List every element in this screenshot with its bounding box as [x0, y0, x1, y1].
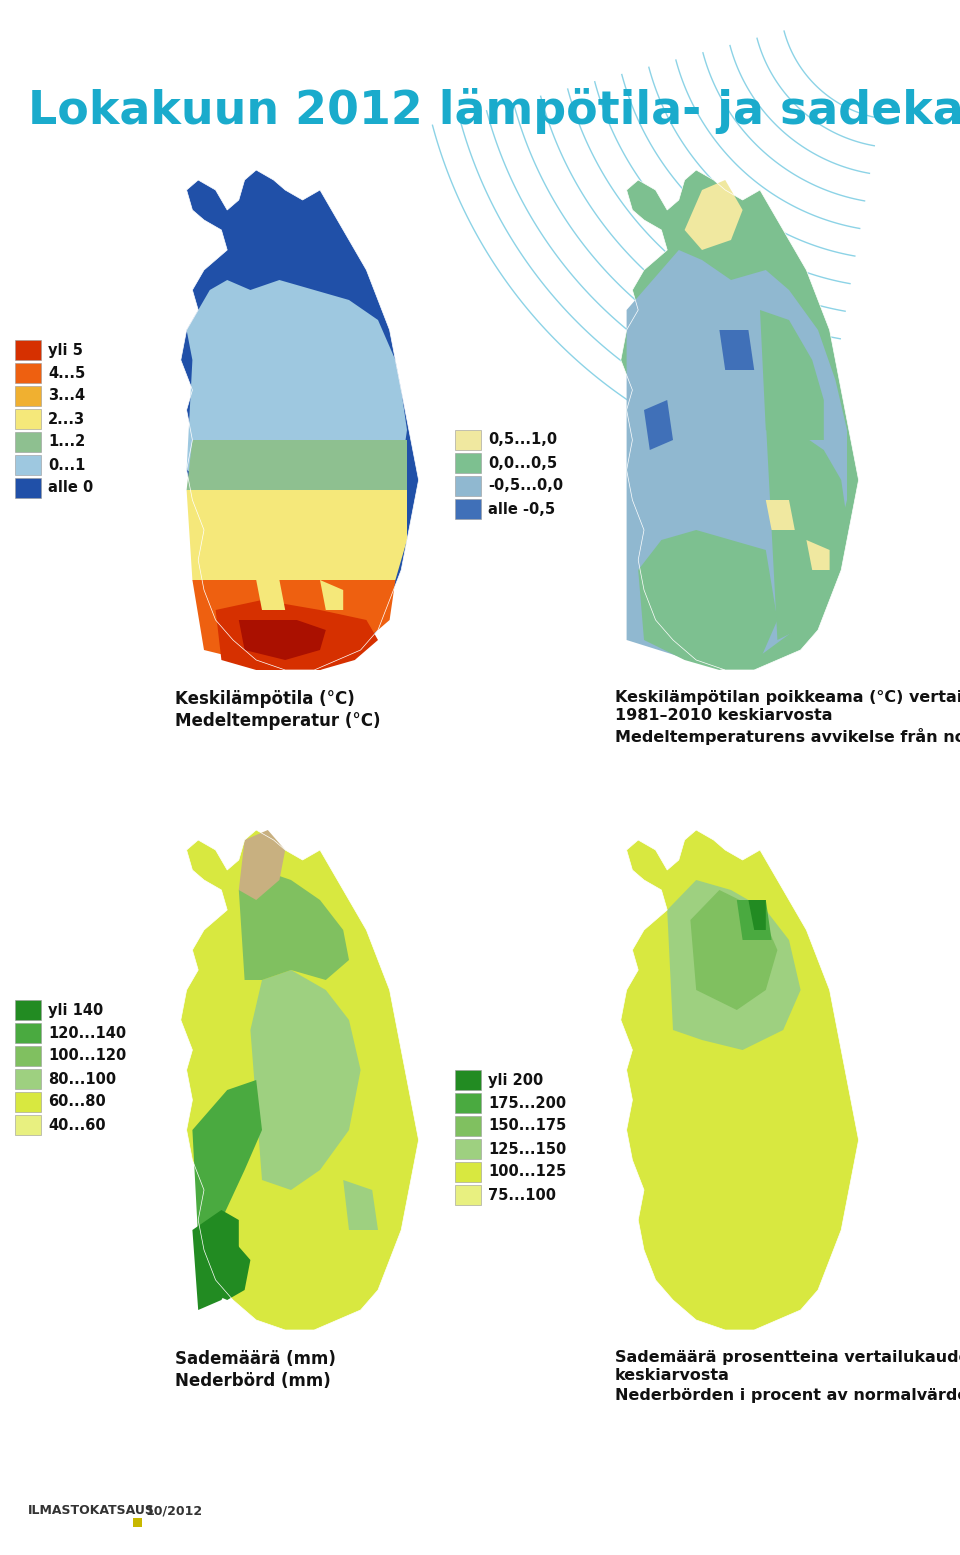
Text: 150...175: 150...175 — [488, 1118, 566, 1134]
Text: 100...125: 100...125 — [488, 1165, 566, 1180]
Polygon shape — [239, 869, 349, 980]
Polygon shape — [320, 580, 344, 610]
Text: 80...100: 80...100 — [48, 1071, 116, 1087]
Polygon shape — [627, 250, 847, 659]
Text: 175...200: 175...200 — [488, 1096, 566, 1110]
Polygon shape — [180, 169, 419, 670]
Bar — [15, 1047, 41, 1067]
Text: 100...120: 100...120 — [48, 1048, 127, 1064]
Bar — [15, 456, 41, 474]
Text: yli 5: yli 5 — [48, 342, 83, 358]
Polygon shape — [638, 530, 778, 670]
Polygon shape — [760, 309, 824, 440]
Text: 1981–2010 keskiarvosta: 1981–2010 keskiarvosta — [615, 708, 832, 723]
Bar — [455, 453, 481, 473]
Bar — [455, 499, 481, 519]
Polygon shape — [749, 900, 766, 930]
Text: Lokakuun 2012 lämpötila- ja sadekartat: Lokakuun 2012 lämpötila- ja sadekartat — [28, 89, 960, 134]
Polygon shape — [198, 1239, 251, 1300]
Text: 75...100: 75...100 — [488, 1188, 556, 1202]
Bar — [133, 1518, 142, 1527]
Bar — [15, 1092, 41, 1112]
Text: 120...140: 120...140 — [48, 1025, 126, 1040]
Bar — [455, 431, 481, 449]
Text: Keskilämpötila (°C): Keskilämpötila (°C) — [175, 690, 355, 708]
Text: yli 140: yli 140 — [48, 1003, 104, 1017]
Text: -0,5...0,0: -0,5...0,0 — [488, 479, 564, 493]
Bar — [455, 1093, 481, 1113]
Text: 1...2: 1...2 — [48, 434, 85, 449]
Text: Medeltemperatur (°C): Medeltemperatur (°C) — [175, 712, 380, 729]
Polygon shape — [192, 580, 396, 670]
Polygon shape — [806, 540, 829, 571]
Text: Sademäärä prosentteina vertailukauden 1981–2010: Sademäärä prosentteina vertailukauden 19… — [615, 1350, 960, 1365]
Text: 2...3: 2...3 — [48, 412, 85, 426]
Polygon shape — [766, 420, 847, 641]
Polygon shape — [344, 1180, 378, 1230]
Bar — [15, 477, 41, 498]
Text: ILMASTOKATSAUS: ILMASTOKATSAUS — [28, 1504, 155, 1518]
Polygon shape — [737, 900, 772, 941]
Bar — [455, 1162, 481, 1182]
Text: alle -0,5: alle -0,5 — [488, 502, 555, 516]
Polygon shape — [621, 830, 858, 1330]
Bar — [15, 386, 41, 406]
Text: Keskilämpötilan poikkeama (°C) vertailukauden: Keskilämpötilan poikkeama (°C) vertailuk… — [615, 690, 960, 704]
Polygon shape — [667, 880, 801, 1050]
Polygon shape — [684, 180, 743, 250]
Bar — [15, 1068, 41, 1088]
Text: 4...5: 4...5 — [48, 365, 85, 381]
Polygon shape — [719, 330, 755, 370]
Bar — [15, 341, 41, 361]
Polygon shape — [180, 830, 419, 1330]
Polygon shape — [772, 1070, 841, 1280]
Text: alle 0: alle 0 — [48, 480, 93, 496]
Polygon shape — [186, 490, 407, 620]
Polygon shape — [690, 889, 778, 1011]
Polygon shape — [192, 1210, 239, 1309]
Polygon shape — [216, 600, 378, 670]
Text: 10/2012: 10/2012 — [146, 1504, 204, 1518]
Bar — [455, 1116, 481, 1137]
Polygon shape — [251, 970, 361, 1190]
Text: 0,5...1,0: 0,5...1,0 — [488, 432, 557, 448]
Text: Nederbörd (mm): Nederbörd (mm) — [175, 1372, 331, 1390]
Text: 0,0...0,5: 0,0...0,5 — [488, 456, 557, 471]
Text: Sademäärä (mm): Sademäärä (mm) — [175, 1350, 336, 1368]
Text: 60...80: 60...80 — [48, 1095, 106, 1110]
Text: 125...150: 125...150 — [488, 1141, 566, 1157]
Bar — [15, 1000, 41, 1020]
Polygon shape — [766, 501, 795, 530]
Bar — [15, 409, 41, 429]
Text: yli 200: yli 200 — [488, 1073, 543, 1087]
Bar — [455, 476, 481, 496]
Text: 0...1: 0...1 — [48, 457, 85, 473]
Text: 40...60: 40...60 — [48, 1118, 106, 1132]
Bar — [15, 1115, 41, 1135]
Bar — [455, 1138, 481, 1158]
Text: keskiarvosta: keskiarvosta — [615, 1368, 730, 1382]
Polygon shape — [621, 169, 858, 670]
Bar — [455, 1185, 481, 1205]
Polygon shape — [192, 1081, 262, 1239]
Polygon shape — [644, 400, 673, 449]
Text: Medeltemperaturens avvikelse från normalvärdet (°C): Medeltemperaturens avvikelse från normal… — [615, 728, 960, 745]
Bar — [15, 362, 41, 383]
Bar — [15, 432, 41, 453]
Polygon shape — [186, 280, 407, 510]
Polygon shape — [186, 440, 407, 519]
Polygon shape — [239, 830, 285, 900]
Polygon shape — [256, 580, 285, 610]
Bar — [15, 1023, 41, 1043]
Text: Nederbörden i procent av normalvärdet: Nederbörden i procent av normalvärdet — [615, 1389, 960, 1403]
Polygon shape — [239, 620, 325, 659]
Text: 3...4: 3...4 — [48, 389, 85, 403]
Bar — [455, 1070, 481, 1090]
